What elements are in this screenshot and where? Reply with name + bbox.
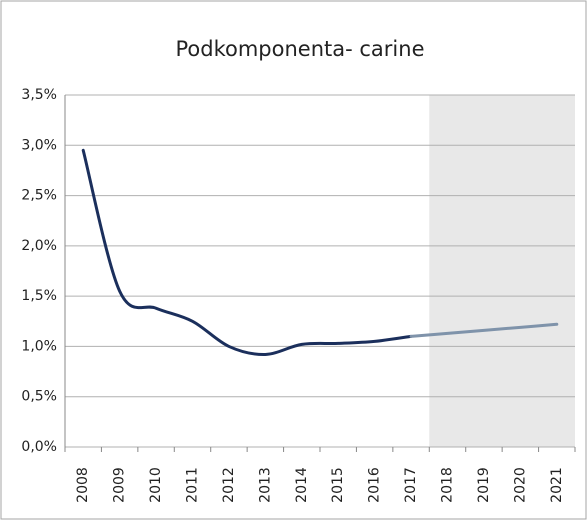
x-tick-label: 2013	[257, 467, 273, 503]
data-line	[409, 322, 559, 338]
y-tick-label: 1,0%	[21, 338, 57, 354]
y-tick-label: 3,0%	[21, 137, 57, 153]
x-tick-label: 2018	[440, 467, 456, 503]
x-tick-label: 2011	[185, 467, 201, 503]
y-tick-label: 0,0%	[21, 439, 57, 455]
x-tick-label: 2010	[148, 467, 164, 503]
x-tick-label: 2021	[549, 467, 565, 503]
y-tick-label: 2,5%	[21, 188, 57, 204]
x-tick-label: 2020	[512, 467, 528, 503]
x-tick-label: 2014	[294, 467, 310, 503]
x-tick-label: 2012	[221, 467, 237, 503]
data-line	[81, 148, 413, 356]
x-tick-label: 2015	[330, 467, 346, 503]
forecast-shade	[429, 95, 575, 447]
y-tick-label: 1,5%	[21, 288, 57, 304]
y-tick-label: 0,5%	[21, 389, 57, 405]
x-tick-label: 2016	[367, 467, 383, 503]
x-tick-label: 2017	[403, 467, 419, 503]
y-tick-label: 3,5%	[21, 87, 57, 103]
x-tick-label: 2008	[75, 467, 91, 503]
x-tick-label: 2019	[476, 467, 492, 503]
chart-title: Podkomponenta- carine	[176, 37, 425, 61]
y-tick-label: 2,0%	[21, 238, 57, 254]
x-tick-label: 2009	[112, 467, 128, 503]
